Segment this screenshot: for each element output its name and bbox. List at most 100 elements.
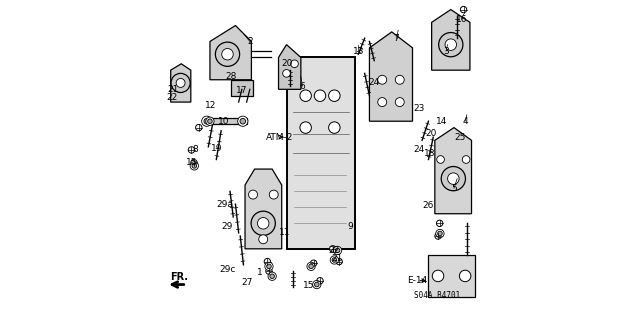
Circle shape	[266, 268, 272, 274]
Text: 24: 24	[369, 78, 380, 87]
Polygon shape	[431, 10, 470, 70]
Circle shape	[307, 262, 316, 271]
Circle shape	[438, 231, 442, 236]
Circle shape	[432, 270, 444, 282]
Text: 15: 15	[186, 158, 198, 167]
Text: 29a: 29a	[216, 200, 233, 209]
Circle shape	[435, 233, 441, 239]
Text: 18: 18	[424, 149, 436, 158]
Text: 26: 26	[423, 201, 434, 210]
Text: 27: 27	[241, 278, 252, 287]
Circle shape	[248, 190, 257, 199]
Polygon shape	[245, 169, 282, 249]
Text: 17: 17	[236, 86, 248, 95]
Circle shape	[191, 160, 197, 166]
Circle shape	[336, 258, 342, 265]
Circle shape	[188, 147, 195, 153]
Circle shape	[460, 270, 471, 282]
Text: S04A B4701: S04A B4701	[414, 291, 460, 300]
Circle shape	[462, 156, 470, 163]
Circle shape	[196, 124, 202, 131]
Circle shape	[207, 119, 212, 123]
Text: 9: 9	[348, 222, 353, 231]
Circle shape	[328, 90, 340, 101]
Polygon shape	[369, 32, 413, 121]
Circle shape	[176, 78, 185, 87]
Circle shape	[330, 246, 336, 252]
Text: 28: 28	[226, 72, 237, 81]
Circle shape	[332, 258, 337, 262]
Circle shape	[221, 48, 233, 60]
Circle shape	[445, 39, 456, 50]
Circle shape	[291, 60, 298, 68]
Polygon shape	[287, 57, 355, 249]
Polygon shape	[210, 26, 252, 80]
Text: 16: 16	[456, 15, 468, 24]
Circle shape	[300, 90, 312, 101]
Circle shape	[171, 73, 190, 93]
Text: 19: 19	[211, 144, 222, 153]
Circle shape	[308, 264, 314, 269]
Circle shape	[267, 264, 271, 269]
Circle shape	[396, 75, 404, 84]
Text: 29: 29	[222, 222, 233, 231]
Text: 7: 7	[394, 34, 399, 43]
Text: 24: 24	[413, 145, 424, 154]
Text: 23: 23	[413, 104, 424, 113]
Circle shape	[330, 256, 339, 264]
Text: 21: 21	[332, 254, 343, 263]
Circle shape	[333, 246, 342, 255]
Text: 4: 4	[462, 117, 468, 126]
Circle shape	[237, 116, 248, 126]
Circle shape	[313, 280, 321, 289]
Circle shape	[317, 278, 323, 284]
Text: 6: 6	[300, 82, 305, 91]
Circle shape	[257, 218, 269, 229]
Text: 15: 15	[303, 281, 315, 290]
Polygon shape	[171, 64, 191, 102]
Text: 20: 20	[425, 130, 436, 138]
Text: 25: 25	[454, 133, 466, 142]
Circle shape	[335, 248, 340, 253]
Text: 11: 11	[279, 228, 291, 237]
Circle shape	[204, 118, 209, 124]
Circle shape	[328, 122, 340, 133]
Text: 2: 2	[247, 37, 253, 46]
Circle shape	[441, 167, 465, 191]
Circle shape	[436, 156, 444, 163]
Circle shape	[460, 6, 467, 13]
Circle shape	[192, 164, 196, 168]
Polygon shape	[435, 128, 472, 214]
Circle shape	[447, 173, 459, 184]
Circle shape	[310, 260, 317, 266]
Text: 5: 5	[451, 184, 457, 193]
Text: 14: 14	[436, 117, 447, 126]
Circle shape	[436, 229, 444, 238]
Polygon shape	[278, 45, 301, 89]
Circle shape	[270, 274, 275, 278]
Polygon shape	[230, 80, 253, 96]
Circle shape	[265, 262, 273, 271]
Circle shape	[206, 117, 214, 125]
Circle shape	[436, 220, 443, 226]
Text: 20: 20	[282, 59, 293, 68]
Text: E-14: E-14	[407, 276, 428, 285]
Circle shape	[378, 75, 387, 84]
Circle shape	[300, 122, 312, 133]
Text: 21: 21	[167, 85, 179, 94]
Text: 10: 10	[218, 117, 229, 126]
Circle shape	[438, 33, 463, 57]
Circle shape	[269, 190, 278, 199]
Circle shape	[283, 70, 291, 77]
Circle shape	[190, 162, 198, 170]
Text: 12: 12	[205, 101, 216, 110]
Circle shape	[251, 211, 275, 235]
Circle shape	[268, 272, 276, 280]
Circle shape	[240, 118, 246, 124]
Circle shape	[202, 116, 212, 126]
Text: 8: 8	[193, 145, 198, 154]
Circle shape	[259, 235, 268, 244]
Text: 3: 3	[443, 47, 449, 56]
Circle shape	[396, 98, 404, 107]
Circle shape	[314, 90, 326, 101]
